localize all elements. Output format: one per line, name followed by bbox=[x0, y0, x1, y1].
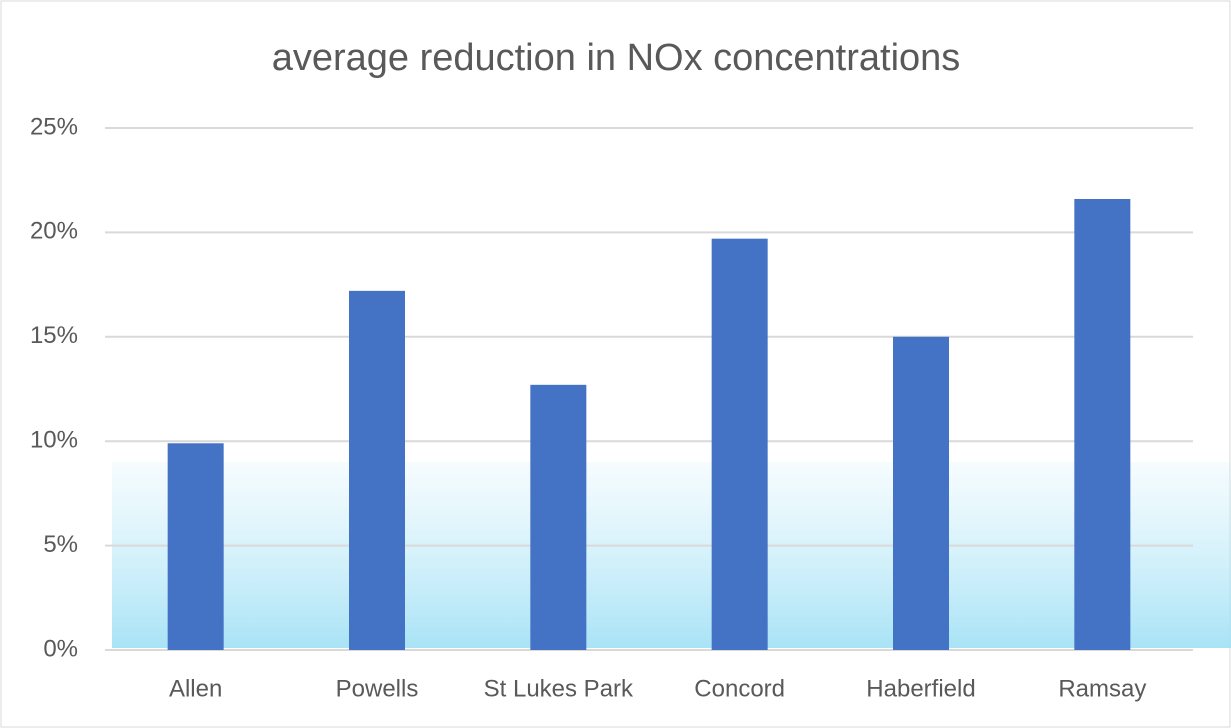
x-tick-label: St Lukes Park bbox=[484, 675, 634, 702]
y-tick-label: 25% bbox=[30, 113, 78, 140]
x-tick-label: Concord bbox=[694, 675, 785, 702]
bar bbox=[167, 443, 224, 650]
bar bbox=[1074, 198, 1131, 650]
x-tick-label: Ramsay bbox=[1058, 675, 1146, 702]
bar bbox=[530, 384, 587, 650]
bar bbox=[893, 336, 949, 650]
bar bbox=[349, 290, 405, 650]
bar bbox=[711, 238, 768, 650]
x-tick-label: Powells bbox=[336, 675, 419, 702]
chart-title: average reduction in NOx concentrations bbox=[272, 37, 961, 79]
y-tick-label: 20% bbox=[30, 218, 78, 245]
x-tick-label: Haberfield bbox=[866, 675, 975, 702]
y-tick-label: 0% bbox=[43, 635, 78, 662]
y-tick-label: 10% bbox=[30, 427, 78, 454]
y-tick-label: 5% bbox=[43, 531, 78, 558]
background-band bbox=[112, 462, 1231, 648]
y-tick-label: 15% bbox=[30, 322, 78, 349]
x-tick-label: Allen bbox=[169, 675, 222, 702]
